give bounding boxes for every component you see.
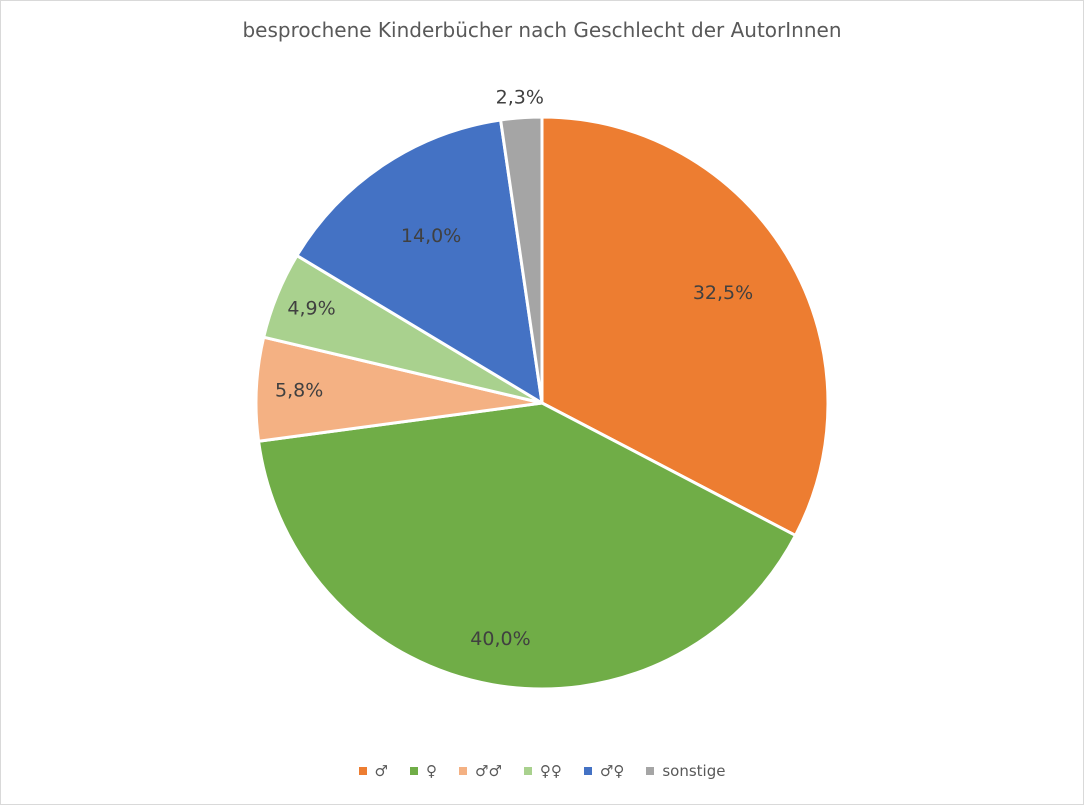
- data-labels: 32,5% 40,0% 5,8% 4,9% 14,0% 2,3%: [275, 86, 753, 650]
- legend: ♂ ♀ ♂♂ ♀♀ ♂♀ sonstige: [0, 762, 1084, 780]
- pie-slice: [257, 401, 797, 691]
- legend-item: ♂♀: [583, 762, 625, 780]
- legend-swatch: [583, 767, 592, 775]
- legend-label: ♂: [374, 762, 388, 780]
- legend-label: ♂♀: [599, 762, 625, 780]
- legend-item: ♂♂: [459, 762, 502, 780]
- legend-label: ♂♂: [475, 762, 502, 780]
- legend-item: ♀: [410, 762, 437, 780]
- chart-title: besprochene Kinderbücher nach Geschlecht…: [242, 18, 842, 42]
- legend-item: sonstige: [646, 762, 725, 780]
- legend-swatch: [410, 767, 418, 775]
- legend-item: ♀♀: [523, 762, 562, 780]
- pie-slice: [499, 115, 544, 405]
- legend-swatch: [459, 767, 467, 775]
- data-label: 14,0%: [401, 225, 461, 247]
- pie-slice: [295, 118, 544, 405]
- legend-label: ♀♀: [539, 762, 562, 780]
- legend-swatch: [523, 767, 532, 775]
- legend-swatch: [646, 767, 655, 775]
- data-label: 4,9%: [287, 298, 335, 320]
- data-label: 40,0%: [470, 628, 530, 650]
- pie-slice: [540, 115, 830, 537]
- data-label: 2,3%: [496, 86, 544, 108]
- legend-label: ♀: [426, 762, 437, 780]
- data-label: 32,5%: [693, 282, 753, 304]
- pie-slices: [254, 115, 830, 691]
- legend-item: ♂: [358, 762, 388, 780]
- legend-swatch: [358, 767, 367, 775]
- data-label: 5,8%: [275, 380, 323, 402]
- legend-label: sonstige: [662, 762, 726, 780]
